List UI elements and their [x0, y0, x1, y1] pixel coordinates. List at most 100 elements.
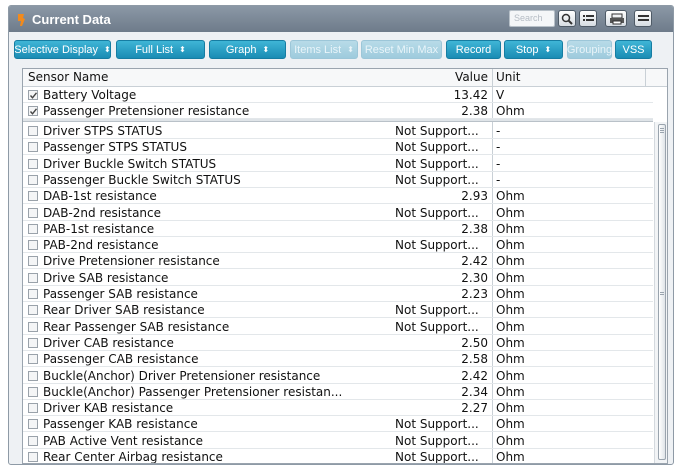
row-checkbox[interactable]	[28, 142, 38, 153]
row-checkbox[interactable]	[28, 90, 38, 100]
table-row[interactable]: Rear Driver SAB resistance Not Support...…	[23, 302, 653, 319]
column-divider	[492, 69, 493, 463]
row-checkbox[interactable]	[28, 207, 38, 218]
toolbar-button-5[interactable]: Record	[446, 40, 501, 59]
table-row[interactable]: Buckle(Anchor) Driver Pretensioner resis…	[23, 368, 653, 384]
table-row[interactable]: Buckle(Anchor) Passenger Pretensioner re…	[23, 384, 653, 400]
sensor-unit: Ohm	[496, 189, 525, 204]
table-row[interactable]: PAB-2nd resistance Not Support... Ohm	[23, 237, 653, 254]
table-row[interactable]: Passenger SAB resistance 2.23 Ohm	[23, 286, 653, 302]
sensor-value: 2.42	[461, 368, 488, 383]
sensor-name: Rear Driver SAB resistance	[43, 303, 205, 318]
magnifier-icon[interactable]	[558, 10, 576, 27]
chevron-updown-icon: ⬍	[179, 45, 186, 54]
sensor-value: 2.30	[461, 270, 488, 285]
row-checkbox[interactable]	[28, 321, 38, 332]
sensor-value: Not Support...	[395, 303, 479, 318]
wrench-icon	[15, 12, 27, 26]
table-row[interactable]: Rear Center Airbag resistance Not Support…	[23, 449, 653, 464]
sensor-name: Passenger Pretensioner resistance	[43, 104, 250, 118]
toolbar-button-0[interactable]: Selective Display ⬍	[14, 40, 111, 59]
row-checkbox[interactable]	[28, 386, 38, 397]
sensor-value: Not Support...	[395, 319, 479, 334]
sensor-name: Driver Buckle Switch STATUS	[43, 156, 217, 171]
row-checkbox[interactable]	[28, 158, 38, 169]
toolbar-button-6[interactable]: Stop ⬍	[504, 40, 563, 59]
sensor-name: Drive Pretensioner resistance	[43, 254, 220, 269]
table-row[interactable]: PAB Active Vent resistance Not Support...…	[23, 433, 653, 449]
sensor-unit: Ohm	[496, 368, 525, 383]
table-row[interactable]: Passenger Pretensioner resistance 2.38 Ohm	[23, 103, 653, 119]
table-row[interactable]: Passenger Buckle Switch STATUS Not Suppor…	[23, 172, 653, 188]
table-row[interactable]: Rear Passenger SAB resistance Not Support…	[23, 319, 653, 335]
pinned-separator	[23, 119, 653, 122]
list-icon[interactable]	[579, 10, 597, 27]
toolbar-button-1[interactable]: Full List ⬍	[116, 40, 205, 59]
row-checkbox[interactable]	[28, 435, 38, 446]
toolbar-button-8[interactable]: VSS	[615, 40, 652, 59]
menu-icon[interactable]	[634, 10, 652, 27]
sensor-value: Not Support...	[395, 417, 479, 432]
row-checkbox[interactable]	[28, 240, 38, 251]
table-row[interactable]: Driver CAB resistance 2.50 Ohm	[23, 335, 653, 351]
table-row[interactable]: Driver STPS STATUS Not Support... -	[23, 123, 653, 139]
toolbar-button-label: Selective Display	[14, 43, 99, 56]
sensor-unit: Ohm	[496, 319, 525, 334]
search-input[interactable]: Search	[509, 10, 555, 27]
vertical-scrollbar[interactable]	[654, 122, 667, 463]
sensor-value: Not Support...	[395, 450, 479, 464]
row-checkbox[interactable]	[28, 337, 38, 348]
sensor-value: Not Support...	[395, 433, 479, 448]
table-row[interactable]: DAB-2nd resistance Not Support... Ohm	[23, 205, 653, 221]
row-checkbox[interactable]	[28, 305, 38, 316]
row-checkbox[interactable]	[28, 256, 38, 267]
toolbar-button-7[interactable]: Grouping	[567, 40, 612, 59]
sensor-unit: Ohm	[496, 270, 525, 285]
toolbar-button-3[interactable]: Items List ⬍	[290, 40, 358, 59]
row-checkbox[interactable]	[28, 174, 38, 185]
sensor-name: Passenger KAB resistance	[43, 417, 198, 432]
title-bar: Current Data Search	[9, 6, 673, 32]
table-row[interactable]: Drive Pretensioner resistance 2.42 Ohm	[23, 253, 653, 270]
sensor-name: Rear Passenger SAB resistance	[43, 319, 230, 334]
toolbar-button-2[interactable]: Graph ⬍	[209, 40, 286, 59]
row-checkbox[interactable]	[28, 452, 38, 462]
window-title: Current Data	[32, 11, 111, 27]
row-checkbox[interactable]	[28, 272, 38, 283]
row-checkbox[interactable]	[28, 289, 38, 299]
toolbar-button-label: Stop	[515, 43, 539, 56]
row-checkbox[interactable]	[28, 370, 38, 381]
table-row[interactable]: Driver Buckle Switch STATUS Not Support..…	[23, 156, 653, 172]
row-checkbox[interactable]	[28, 106, 38, 116]
sensor-name: Passenger Buckle Switch STATUS	[43, 172, 241, 187]
toolbar-button-label: VSS	[622, 43, 645, 56]
sensor-value: 2.58	[461, 352, 488, 367]
toolbar-button-label: Graph	[225, 43, 257, 56]
printer-icon[interactable]	[605, 10, 627, 27]
table-row[interactable]: PAB-1st resistance 2.38 Ohm	[23, 221, 653, 237]
table-row[interactable]: Passenger CAB resistance 2.58 Ohm	[23, 351, 653, 368]
toolbar-button-label: Full List	[135, 43, 174, 56]
row-checkbox[interactable]	[28, 419, 38, 430]
sensor-value: 2.23	[461, 287, 488, 301]
table-row[interactable]: Passenger KAB resistance Not Support... Oh…	[23, 416, 653, 433]
table-row[interactable]: Passenger STPS STATUS Not Support... -	[23, 139, 653, 156]
sensor-unit: Ohm	[496, 384, 525, 399]
row-checkbox[interactable]	[28, 354, 38, 365]
table-row[interactable]: Battery Voltage 13.42 V	[23, 87, 653, 103]
row-checkbox[interactable]	[28, 126, 38, 136]
table-row[interactable]: Drive SAB resistance 2.30 Ohm	[23, 270, 653, 286]
row-checkbox[interactable]	[28, 223, 38, 234]
chevron-updown-icon: ⬍	[104, 45, 111, 54]
sensor-name: Driver KAB resistance	[43, 401, 174, 416]
scroll-thumb[interactable]	[658, 124, 666, 460]
sensor-unit: -	[496, 124, 501, 138]
table-row[interactable]: DAB-1st resistance 2.93 Ohm	[23, 188, 653, 205]
toolbar-button-4[interactable]: Reset Min Max	[361, 40, 442, 59]
sensor-unit: Ohm	[496, 401, 525, 416]
row-checkbox[interactable]	[28, 403, 38, 414]
table-row[interactable]: Driver KAB resistance 2.27 Ohm	[23, 400, 653, 417]
sensor-unit: Ohm	[496, 254, 525, 269]
row-checkbox[interactable]	[28, 191, 38, 202]
sensor-name: DAB-1st resistance	[43, 189, 157, 204]
